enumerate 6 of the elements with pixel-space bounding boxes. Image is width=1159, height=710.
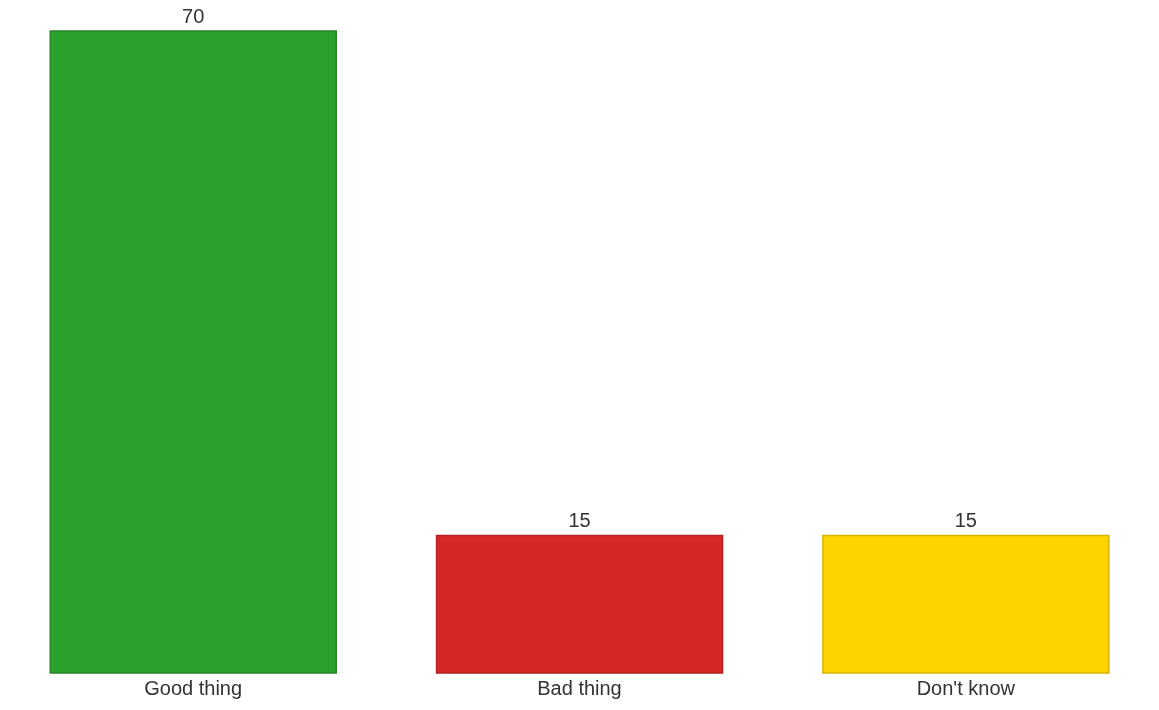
data-label: 15 <box>954 509 978 532</box>
x-tick-label: Don't know <box>916 677 1016 700</box>
data-label: 15 <box>568 509 591 532</box>
x-tick-label: Good thing <box>144 677 243 700</box>
data-label: 70 <box>182 5 205 27</box>
x-tick-label: Bad thing <box>537 677 622 700</box>
